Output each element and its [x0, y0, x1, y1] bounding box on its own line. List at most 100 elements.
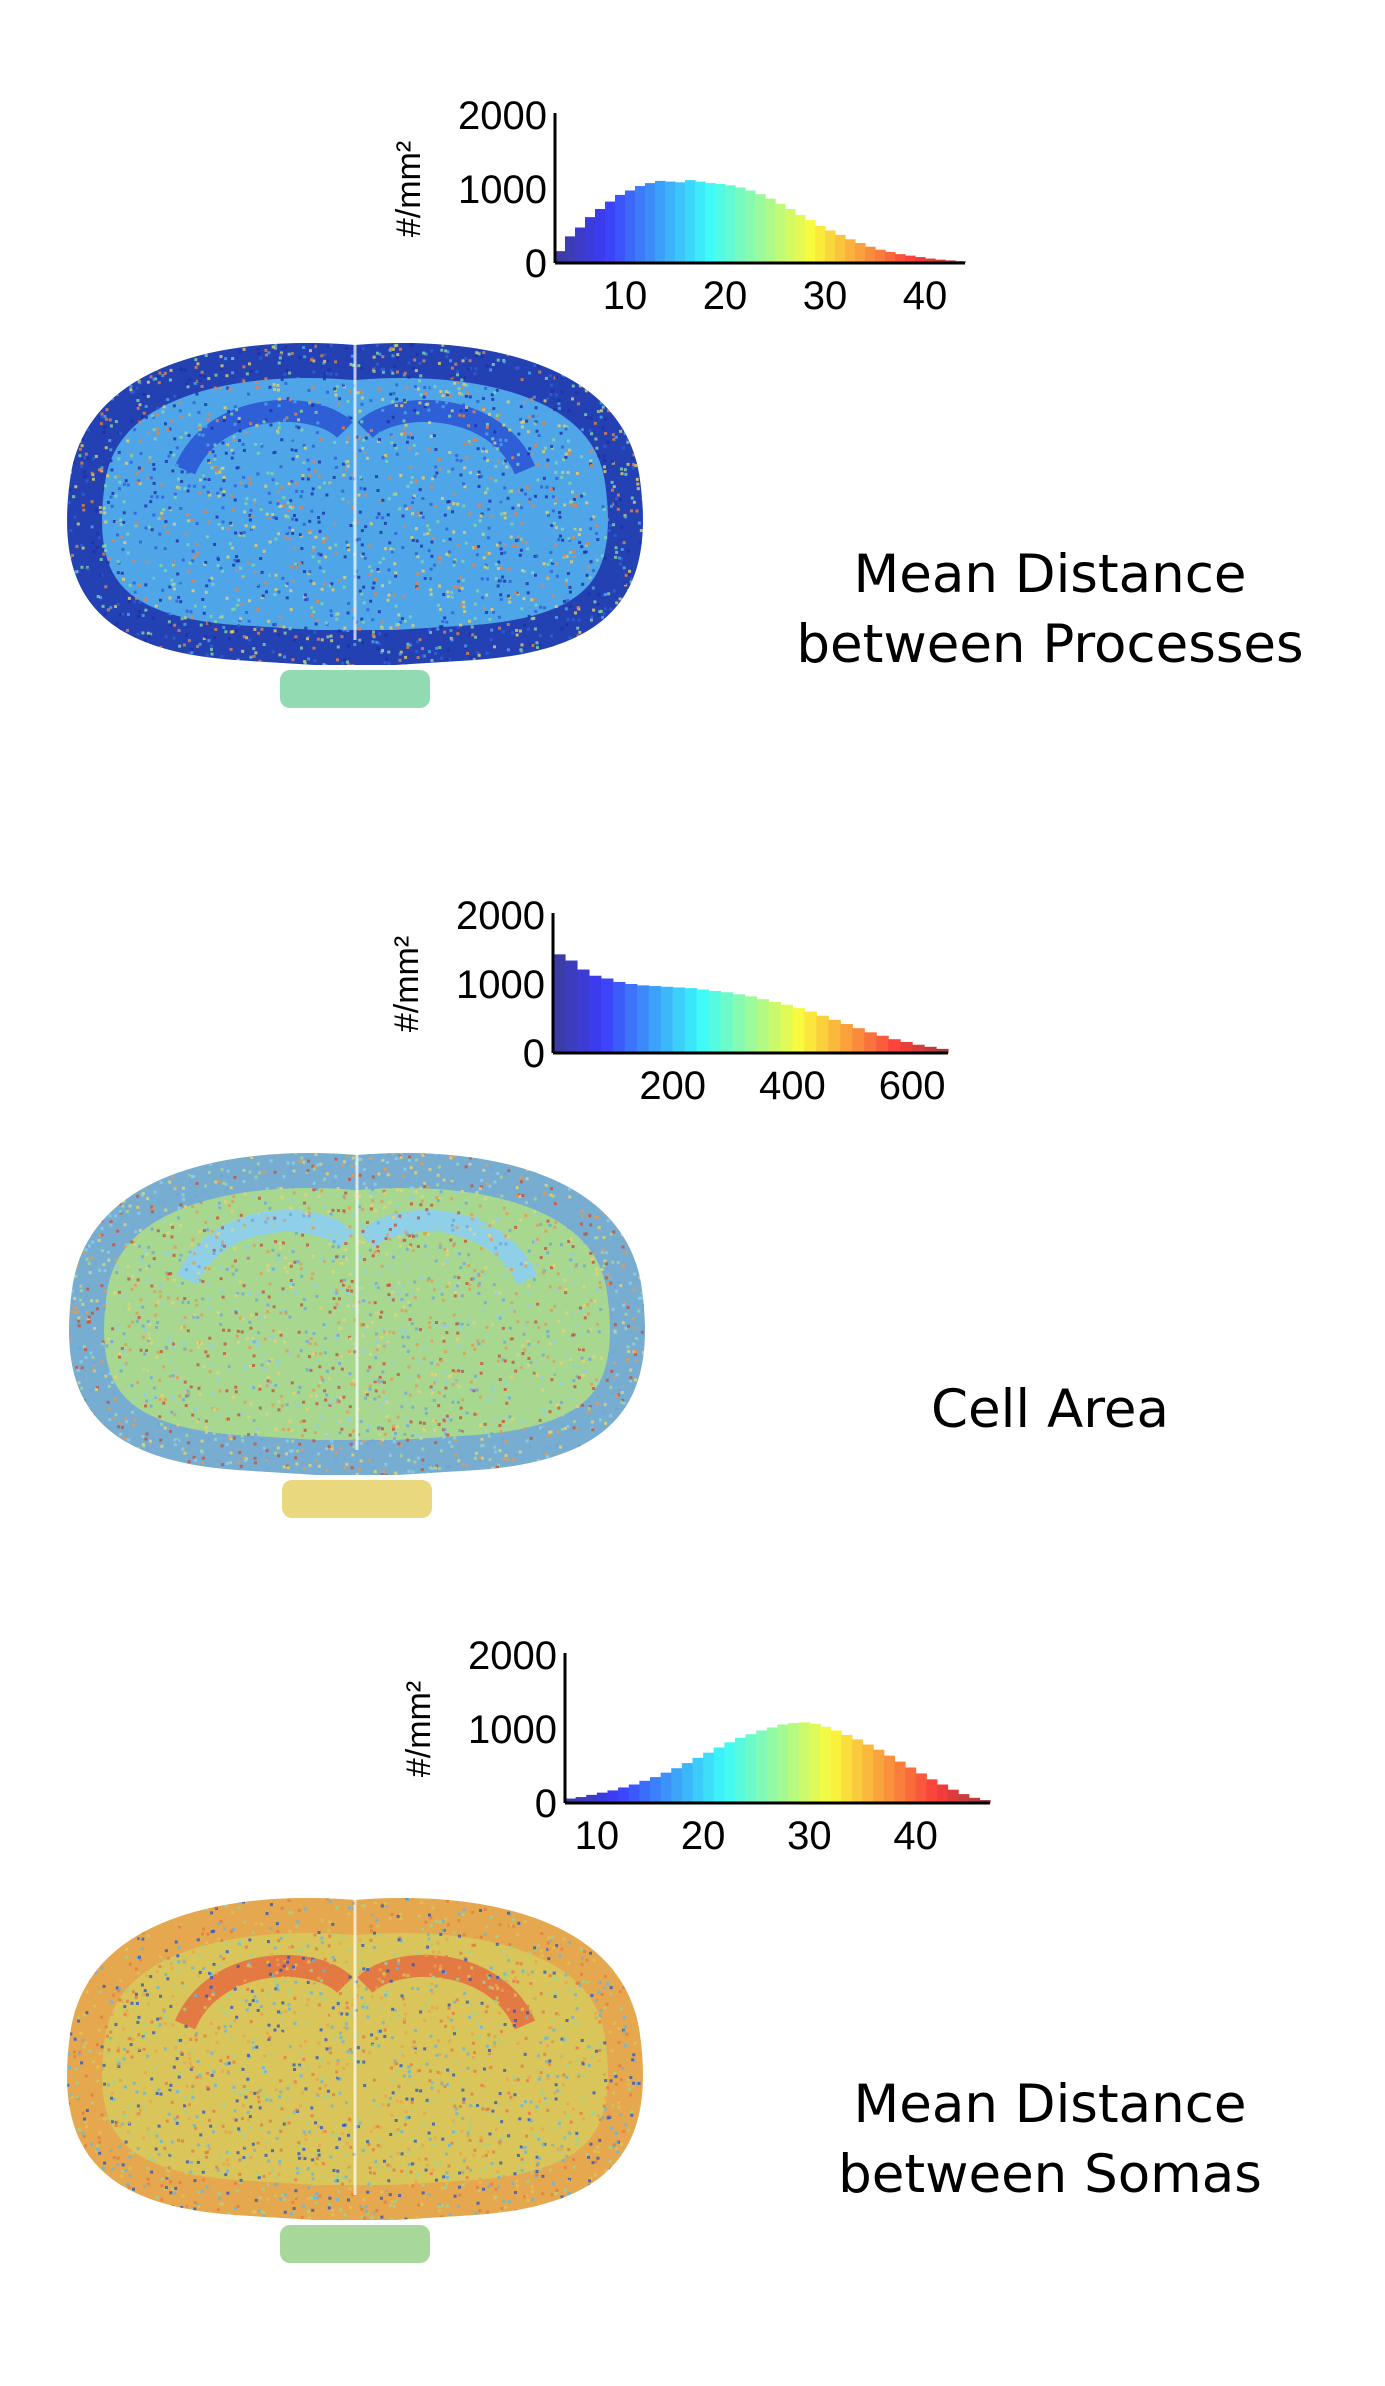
histogram-bar [732, 994, 746, 1053]
histogram-bar [828, 1019, 841, 1053]
x-tick-label: 400 [759, 1064, 826, 1108]
histogram-bar [816, 1015, 829, 1053]
histogram-bars [553, 954, 949, 1053]
y-tick-label: 1000 [456, 963, 545, 1007]
hippocampus-right [357, 1954, 536, 2030]
histogram-bar [692, 1757, 704, 1803]
histogram-bar [862, 1744, 874, 1803]
histogram-bar [924, 1046, 937, 1053]
histogram-bar [684, 988, 698, 1053]
histogram-bar [905, 255, 916, 263]
histogram-bar [665, 181, 676, 263]
x-tick-label: 200 [639, 1064, 706, 1108]
brain-map-mean-distance-processes [67, 343, 643, 708]
histogram-bar [768, 1001, 782, 1053]
caption-line-1: Cell Area [931, 1379, 1169, 1440]
histogram-bar [708, 990, 722, 1053]
histogram-bar [672, 987, 686, 1053]
caption-line-1: Mean Distance [853, 2074, 1247, 2135]
histogram-bar [705, 183, 716, 263]
caption-line-2: between Somas [838, 2144, 1262, 2205]
histogram-bar [915, 1773, 927, 1803]
histogram-bars [565, 1722, 991, 1803]
histogram-bar [655, 180, 666, 263]
histogram-bar [795, 214, 806, 263]
y-tick-label: 2000 [456, 894, 545, 938]
histogram-bar [888, 1039, 901, 1053]
histogram-bar [681, 1763, 694, 1803]
caption-mean-distance-processes: Mean Distance between Processes [740, 540, 1360, 680]
histogram-bar [968, 1797, 980, 1803]
histogram-bar [575, 227, 586, 263]
histogram-bar [947, 1789, 959, 1803]
histogram-bar [809, 1723, 821, 1803]
hippocampus-left [174, 399, 353, 475]
y-tick-label: 1000 [468, 1708, 557, 1752]
histogram-bar [765, 198, 776, 263]
histogram-bar [675, 182, 686, 263]
histogram-bar [635, 186, 646, 263]
histogram-bar [745, 190, 756, 263]
histogram-bar [624, 984, 638, 1053]
histogram-bar [660, 986, 674, 1053]
panel-mean-distance-processes: 0 1000 2000 10 20 30 40 #/mm² Mean Distance bet… [0, 0, 1385, 760]
histogram-bar [792, 1008, 805, 1053]
brainstem [282, 1480, 432, 1518]
speckle-texture [67, 343, 643, 665]
histogram-bar [830, 1730, 842, 1803]
x-tick-label: 10 [575, 1814, 620, 1858]
histogram-bar [724, 1742, 736, 1803]
histogram-bar [798, 1722, 810, 1803]
histogram-bar [715, 183, 726, 263]
panel-cell-area: 0 1000 2000 200 400 600 #/mm² Cell Area [69, 894, 1360, 1518]
histogram-bar [671, 1768, 683, 1803]
caption-cell-area: Cell Area [740, 1375, 1360, 1445]
histogram-bar [645, 183, 656, 263]
x-tick-label: 40 [893, 1814, 938, 1858]
brainstem [280, 670, 430, 708]
histogram-bar [825, 230, 836, 263]
histogram-bar [615, 194, 626, 263]
x-tick-label: 40 [903, 274, 948, 318]
histogram-bar [926, 1779, 938, 1803]
x-tick-label: 30 [787, 1814, 832, 1858]
caption-line-2: between Processes [796, 614, 1304, 675]
histogram-bar [883, 1755, 895, 1803]
histogram-bar [696, 989, 710, 1053]
histogram-bar [935, 259, 946, 263]
cortex-band [67, 1898, 643, 2220]
histogram-bar [900, 1041, 913, 1053]
brain-section [67, 1898, 643, 2220]
brain-section [67, 343, 643, 665]
histogram-bar [713, 1747, 725, 1803]
histogram-bar [865, 246, 876, 263]
histogram-bar [876, 1035, 889, 1053]
histogram-bar [775, 203, 786, 263]
histogram-bar [745, 1734, 757, 1803]
histogram-bar [815, 226, 826, 263]
y-axis-label: #/mm² [388, 936, 426, 1032]
histogram-bar [805, 220, 816, 263]
y-tick-label: 2000 [458, 94, 547, 138]
hippocampus-right [357, 399, 536, 475]
y-tick-label: 2000 [468, 1634, 557, 1678]
histogram-bar [612, 981, 626, 1053]
histogram-bar [648, 986, 662, 1053]
histogram-bar [586, 1794, 598, 1803]
histogram-bar [885, 251, 896, 263]
histogram-bar [605, 201, 616, 263]
x-tick-label: 10 [603, 274, 648, 318]
histogram-bar [636, 985, 650, 1053]
histogram-bar [840, 1024, 853, 1053]
histogram-bar [564, 960, 578, 1053]
y-tick-label: 0 [523, 1032, 545, 1076]
histogram-bar [720, 992, 734, 1053]
histogram-bar [873, 1749, 885, 1803]
histogram-bar [650, 1777, 662, 1803]
histogram-bar [852, 1028, 865, 1053]
hippocampus-left [174, 1954, 353, 2030]
histogram-bar [777, 1724, 789, 1803]
histogram-bar [628, 1784, 640, 1803]
histogram-bar [735, 1737, 747, 1803]
